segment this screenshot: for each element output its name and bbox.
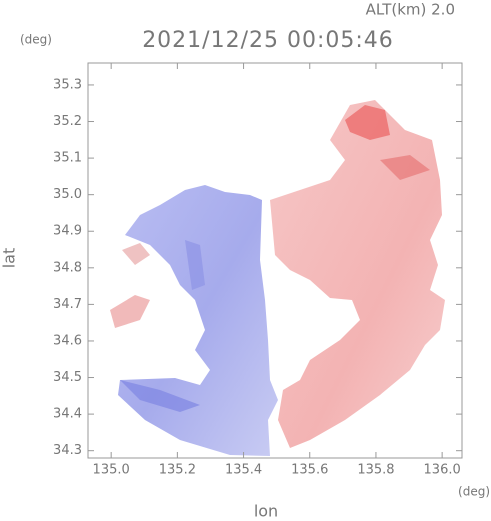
y-tick-label: 34.4 bbox=[53, 407, 82, 422]
x-tick-label: 135.8 bbox=[357, 463, 394, 478]
y-tick-label: 35.0 bbox=[53, 187, 82, 202]
y-axis-label: lat bbox=[0, 248, 19, 269]
y-tick-label: 35.2 bbox=[53, 114, 82, 129]
velocity-field bbox=[110, 100, 445, 456]
x-axis-label: lon bbox=[254, 502, 278, 521]
x-tick-label: 135.6 bbox=[291, 463, 328, 478]
y-tick-label: 34.9 bbox=[53, 224, 82, 239]
x-tick-label: 135.2 bbox=[159, 463, 196, 478]
x-tick-label: 135.4 bbox=[225, 463, 262, 478]
x-tick-label: 135.0 bbox=[93, 463, 130, 478]
altitude: ALT(km) 2.0 bbox=[366, 1, 455, 19]
x-tick-label: 136.0 bbox=[424, 463, 461, 478]
y-unit: (deg) bbox=[20, 33, 52, 47]
chart-title: 2021/12/25 00:05:46 bbox=[142, 28, 394, 53]
y-tick-label: 35.1 bbox=[53, 151, 82, 166]
y-tick-label: 34.3 bbox=[53, 443, 82, 458]
y-tick-label: 34.6 bbox=[53, 333, 82, 348]
y-tick-label: 34.8 bbox=[53, 260, 82, 275]
y-tick-label: 34.5 bbox=[53, 370, 82, 385]
x-unit: (deg) bbox=[458, 485, 490, 499]
y-tick-label: 35.3 bbox=[53, 77, 82, 92]
y-tick-label: 34.7 bbox=[53, 297, 82, 312]
plot-frame bbox=[87, 62, 463, 459]
